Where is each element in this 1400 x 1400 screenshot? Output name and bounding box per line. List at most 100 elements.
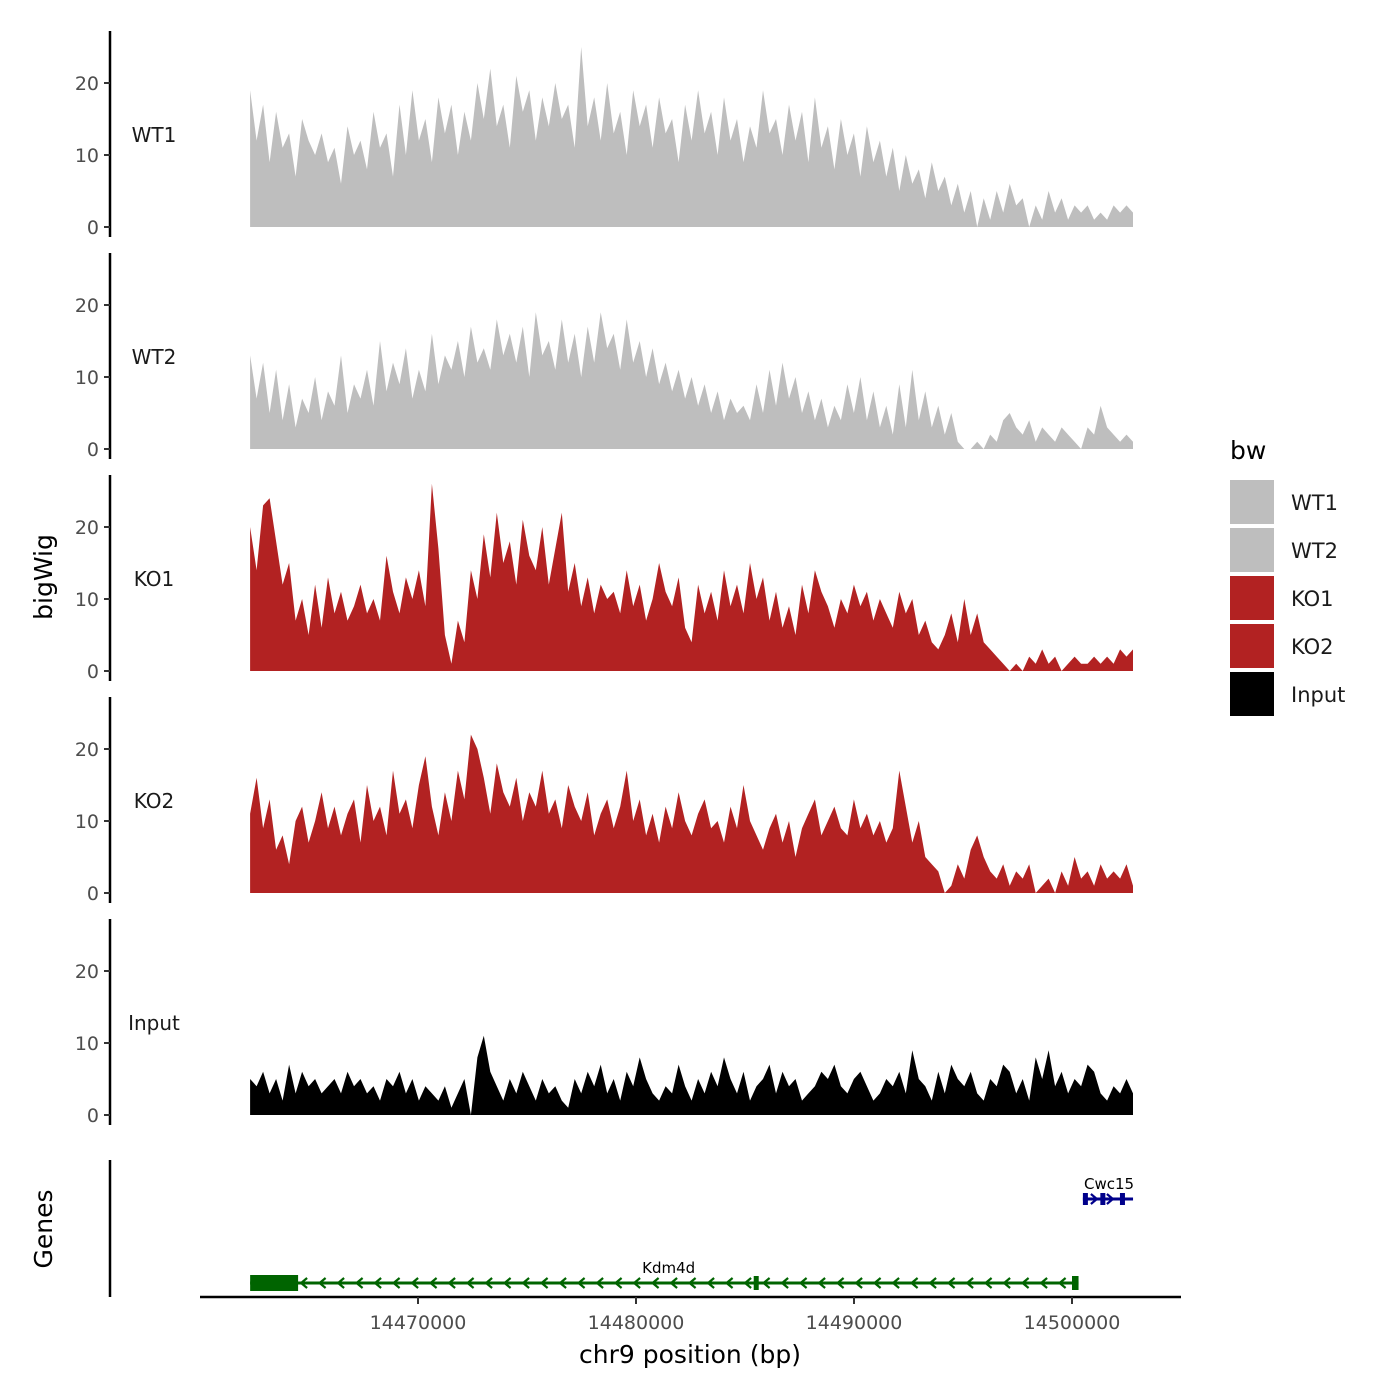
exon [1119,1193,1125,1205]
strand-arrow [1090,1193,1098,1205]
strand-arrow [707,1277,715,1289]
legend-item-ko2: KO2 [1230,624,1334,668]
track-label: KO2 [134,789,175,813]
strand-arrow [318,1277,327,1289]
y-tick-label: 10 [75,811,99,833]
legend-title: bw [1230,436,1266,465]
gene-cwc15: Cwc15 [1082,1175,1134,1205]
track-label: WT2 [132,345,177,369]
legend-label: WT1 [1291,491,1338,515]
legend-label: Input [1291,683,1345,707]
coverage-area-wt1 [250,47,1134,227]
strand-arrow [984,1277,993,1289]
track-input: 0 10 20 Input [75,919,1134,1127]
strand-arrow [300,1277,308,1289]
legend-item-ko1: KO1 [1230,576,1334,620]
strand-arrow [429,1277,438,1289]
coverage-area-ko2 [250,734,1134,893]
track-ko2: 0 10 20 KO2 [75,697,1134,905]
track-label: KO1 [134,567,175,591]
legend-item-input: Input [1230,672,1345,716]
exon [250,1275,299,1291]
coverage-tracks: 0 10 20 WT1 0 10 20 WT2 0 10 20 KO1 0 10 20 KO2 0 10 20 Inp… [75,31,1134,1127]
strand-arrow [818,1277,826,1289]
genes-axis-title: Genes [29,1189,58,1268]
y-tick-label: 0 [87,1105,99,1127]
strand-arrow [466,1277,475,1289]
strand-arrow [725,1277,734,1289]
strand-arrow [411,1277,419,1289]
strand-arrow [633,1277,641,1289]
strand-arrow [559,1277,567,1289]
y-tick-label: 0 [87,217,99,239]
y-axis-title: bigWig [29,534,58,620]
legend-label: KO1 [1291,587,1334,611]
strand-arrow [781,1277,789,1289]
coverage-area-ko1 [250,483,1134,671]
track-label: Input [128,1011,180,1035]
x-tick-label: 14480000 [588,1312,685,1334]
strand-arrow [392,1277,401,1289]
legend-item-wt1: WT1 [1230,480,1338,524]
x-axis: 14470000 14480000 14490000 14500000 [200,1295,1181,1334]
strand-arrow [670,1277,678,1289]
y-tick-label: 20 [75,73,99,95]
gene-label: Kdm4d [642,1259,695,1277]
y-tick-label: 10 [75,367,99,389]
strand-arrow [910,1277,919,1289]
y-tick-label: 20 [75,517,99,539]
strand-arrow [836,1277,845,1289]
strand-arrow [540,1277,549,1289]
strand-arrow [596,1277,604,1289]
strand-arrow [522,1277,530,1289]
strand-arrow [688,1277,697,1289]
strand-arrow [485,1277,493,1289]
gene-label: Cwc15 [1084,1175,1134,1193]
y-tick-label: 0 [87,439,99,461]
x-tick-label: 14490000 [806,1312,903,1334]
strand-arrow [337,1277,345,1289]
legend-swatch [1230,480,1274,524]
y-tick-label: 0 [87,883,99,905]
strand-arrow [762,1277,771,1289]
strand-arrow [355,1277,364,1289]
strand-arrow [614,1277,623,1289]
legend-swatch [1230,576,1274,620]
y-tick-label: 10 [75,1033,99,1055]
coverage-area-input [250,1035,1134,1115]
y-tick-label: 20 [75,739,99,761]
strand-arrow [1058,1277,1067,1289]
strand-arrow [1003,1277,1011,1289]
y-tick-label: 10 [75,589,99,611]
strand-arrow [947,1277,956,1289]
exon [1072,1276,1079,1290]
strand-arrow [577,1277,586,1289]
legend-label: KO2 [1291,635,1334,659]
x-tick-label: 14470000 [370,1312,467,1334]
x-tick-label: 14500000 [1024,1312,1121,1334]
strand-arrow [651,1277,660,1289]
track-wt2: 0 10 20 WT2 [75,253,1134,461]
gene-kdm4d: Kdm4d [250,1259,1079,1291]
strand-arrow [929,1277,937,1289]
strand-arrow [1040,1277,1048,1289]
strand-arrow [374,1277,382,1289]
y-tick-label: 10 [75,145,99,167]
strand-arrow [1021,1277,1030,1289]
strand-arrow [1106,1193,1114,1205]
strand-arrow [873,1277,882,1289]
track-label: WT1 [132,123,177,147]
legend-swatch [1230,672,1274,716]
legend-label: WT2 [1291,539,1338,563]
strand-arrow [966,1277,974,1289]
exon [1082,1193,1088,1205]
strand-arrow [799,1277,808,1289]
x-axis-title: chr9 position (bp) [579,1340,801,1369]
strand-arrow [448,1277,456,1289]
track-wt1: 0 10 20 WT1 [75,31,1134,239]
strand-arrow [855,1277,863,1289]
exon [1100,1193,1106,1205]
legend-swatch [1230,528,1274,572]
